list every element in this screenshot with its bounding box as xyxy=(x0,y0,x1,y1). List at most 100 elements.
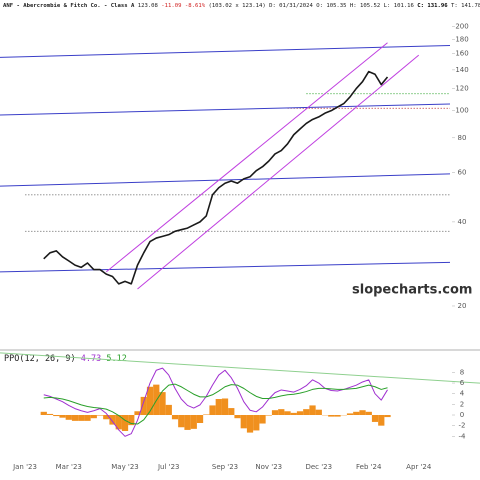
quote-item: C: 131.96 xyxy=(414,3,448,9)
histogram-bar xyxy=(353,411,360,416)
histogram-bar xyxy=(165,404,172,416)
series-line xyxy=(43,383,388,425)
y-tick-label: 100 xyxy=(455,107,468,115)
y-tick-label: 200 xyxy=(455,23,468,31)
histogram-bar xyxy=(196,415,204,423)
histogram-bar xyxy=(65,415,72,420)
quote-item: L: 101.16 xyxy=(380,3,414,9)
watermark: slopecharts.com xyxy=(352,283,472,298)
histogram-bar xyxy=(221,398,229,416)
histogram-bar xyxy=(246,415,254,433)
x-tick-label: Jan '23 xyxy=(12,463,37,471)
histogram-bar xyxy=(240,415,247,429)
histogram-bar xyxy=(103,415,110,420)
y-tick-label: -4 xyxy=(459,432,467,440)
x-tick-label: Jul '23 xyxy=(157,463,180,471)
x-tick-label: Mar '23 xyxy=(56,463,82,471)
y-tick-label: 0 xyxy=(460,411,464,419)
y-tick-label: 60 xyxy=(458,169,467,177)
histogram-bar xyxy=(90,415,97,419)
y-tick-label: 180 xyxy=(455,35,468,43)
quote-item: -11.09 xyxy=(158,3,182,9)
trendline xyxy=(0,352,480,384)
histogram-bar xyxy=(365,411,372,416)
x-tick-label: May '23 xyxy=(111,463,139,471)
x-tick-label: Apr '24 xyxy=(406,463,432,471)
trendline xyxy=(105,42,388,273)
chart-title: ANF - Abercrombie & Fitch Co. - Class A xyxy=(3,3,135,9)
histogram-bar xyxy=(259,415,266,424)
histogram-bar xyxy=(121,415,129,431)
histogram-bar xyxy=(290,412,297,416)
histogram-bar xyxy=(53,415,60,417)
y-tick-label: -2 xyxy=(459,422,466,430)
x-tick-label: Dec '23 xyxy=(305,463,332,471)
trendline xyxy=(0,44,450,58)
histogram-bar xyxy=(371,415,379,422)
signal-value: 5.12 xyxy=(106,354,126,364)
y-tick-label: 40 xyxy=(458,218,467,226)
y-tick-label: 8 xyxy=(460,368,464,376)
y-tick-label: 160 xyxy=(455,50,468,58)
histogram-bar xyxy=(271,410,279,416)
histogram-bar xyxy=(228,408,235,416)
y-tick-label: 2 xyxy=(460,400,464,408)
y-tick-label: 120 xyxy=(455,85,468,93)
histogram-bar xyxy=(284,411,291,416)
histogram-bar xyxy=(171,415,179,420)
histogram-bar xyxy=(334,415,341,417)
histogram-bar xyxy=(84,415,91,421)
histogram-bar xyxy=(278,409,285,416)
histogram-bar xyxy=(59,415,66,418)
histogram-bar xyxy=(46,413,54,416)
histogram-bar xyxy=(178,415,185,428)
histogram-bar xyxy=(378,415,385,426)
trendline xyxy=(0,103,450,116)
histogram-bar xyxy=(209,405,216,416)
x-tick-label: Nov '23 xyxy=(255,463,282,471)
quote-item: O: 105.35 xyxy=(313,3,347,9)
x-tick-label: Sep '23 xyxy=(212,463,238,471)
histogram-bar xyxy=(328,415,335,417)
histogram-bar xyxy=(40,411,47,416)
quote-item: -8.61% xyxy=(182,3,206,9)
y-tick-label: 80 xyxy=(458,134,467,142)
y-tick-label: 6 xyxy=(460,379,465,387)
indicator-label: PPO(12, 26, 9) 4.73 5.12 xyxy=(4,354,127,364)
x-tick-label: Feb '24 xyxy=(356,463,382,471)
histogram-bar xyxy=(134,411,141,416)
histogram-bar xyxy=(140,396,147,416)
y-tick-label: 4 xyxy=(460,390,465,398)
quote-item: D: 01/31/2024 xyxy=(266,3,314,9)
series-line xyxy=(43,367,388,437)
histogram-bar xyxy=(78,415,85,421)
histogram-bar xyxy=(303,409,310,416)
histogram-bar xyxy=(96,415,104,416)
series-line xyxy=(43,70,389,285)
histogram-bar xyxy=(253,415,260,431)
histogram-bar xyxy=(203,414,210,416)
header: ANF - Abercrombie & Fitch Co. - Class A … xyxy=(3,3,480,9)
quote-item: 123.08 xyxy=(134,3,158,9)
histogram-bar xyxy=(71,415,79,421)
histogram-bar xyxy=(128,415,135,426)
histogram-bar xyxy=(309,405,316,416)
quote-item: (103.02 x 123.14) xyxy=(205,3,266,9)
histogram-bar xyxy=(184,415,191,430)
quote-item: H: 105.52 xyxy=(347,3,381,9)
y-tick-label: 140 xyxy=(455,66,468,74)
histogram-bar xyxy=(315,409,322,416)
histogram-bar xyxy=(190,415,197,429)
histogram-bar xyxy=(296,411,304,416)
histogram-bar xyxy=(115,415,122,430)
trendline xyxy=(0,261,450,273)
histogram-bar xyxy=(109,415,116,425)
trendline xyxy=(0,173,450,187)
histogram-bar xyxy=(384,415,391,418)
histogram-bar xyxy=(265,415,272,416)
trendline xyxy=(137,54,420,290)
quote-item: T: 141.78 xyxy=(448,3,480,9)
histogram-bar xyxy=(159,392,166,416)
